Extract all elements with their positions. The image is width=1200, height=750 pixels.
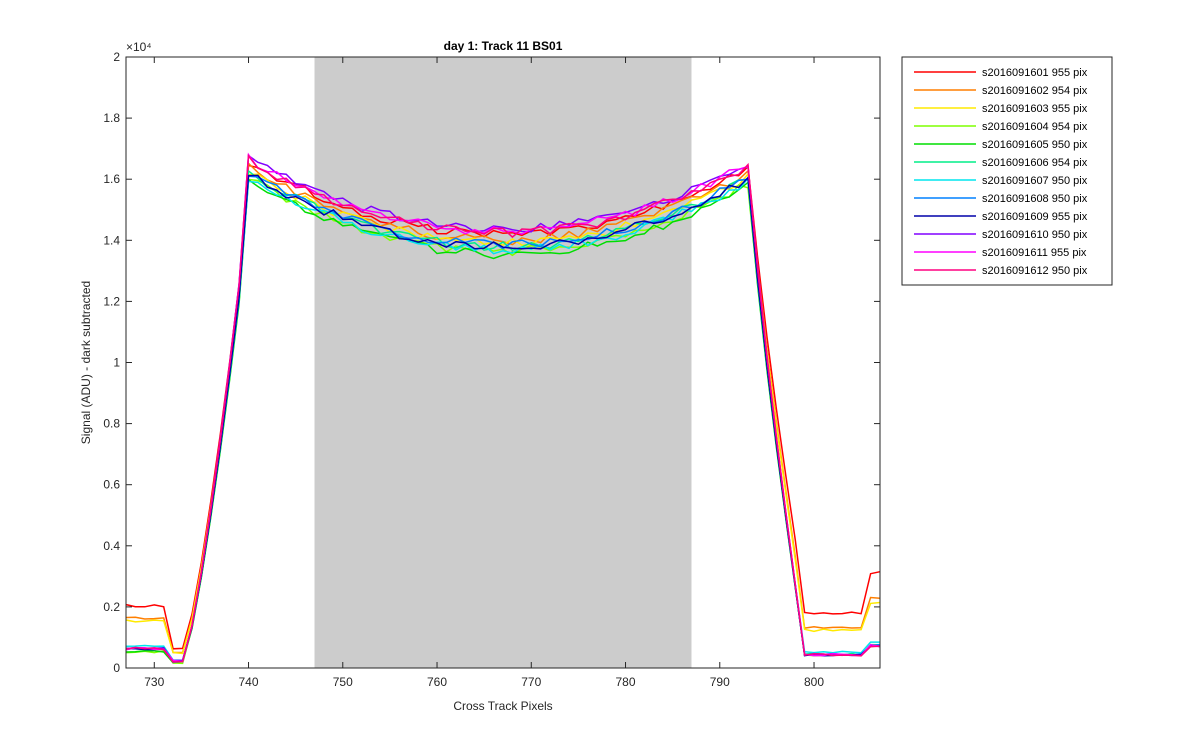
x-tick-label: 790 [710, 675, 730, 689]
series-line-12 [125, 153, 881, 663]
chart-title: day 1: Track 11 BS01 [444, 39, 563, 53]
legend-entry: s2016091608 950 pix [982, 193, 1088, 205]
x-tick-label: 800 [804, 675, 824, 689]
y-tick-label: 2 [113, 50, 120, 64]
y-tick-label: 0.6 [103, 478, 120, 492]
x-axis-label: Cross Track Pixels [453, 699, 552, 713]
x-tick-label: 780 [616, 675, 636, 689]
legend: s2016091601 955 pix s2016091602 954 pix s2… [901, 56, 1113, 286]
x-tick-label: 740 [239, 675, 259, 689]
shaded-region [314, 57, 692, 668]
y-tick-label: 1.2 [103, 294, 120, 308]
legend-entry: s2016091604 954 pix [982, 121, 1088, 133]
x-tick-label: 770 [521, 675, 541, 689]
legend-entry: s2016091603 955 pix [982, 103, 1088, 115]
legend-box [901, 56, 1113, 286]
legend-entry: s2016091601 955 pix [982, 67, 1088, 79]
series-layer [125, 152, 881, 665]
y-tick-label: 0 [113, 661, 120, 675]
x-tick-label: 760 [427, 675, 447, 689]
legend-entry: s2016091609 955 pix [982, 211, 1088, 223]
legend-entry: s2016091605 950 pix [982, 139, 1088, 151]
y-tick-label: 1 [113, 356, 120, 370]
legend-entry: s2016091611 955 pix [982, 247, 1087, 259]
y-axis: 0 0.2 0.4 0.6 0.8 1 1.2 1.4 1.6 1.8 2 [103, 50, 880, 675]
x-axis: 730 740 750 760 770 780 790 800 [144, 57, 824, 689]
x-tick-label: 730 [144, 675, 164, 689]
y-axis-label: Signal (ADU) - dark subtracted [79, 281, 93, 444]
x-tick-label: 750 [333, 675, 353, 689]
legend-entry: s2016091612 950 pix [982, 265, 1088, 277]
y-tick-label: 0.4 [103, 539, 120, 553]
y-tick-label: 0.8 [103, 417, 120, 431]
legend-entry: s2016091606 954 pix [982, 157, 1088, 169]
y-tick-label: 1.8 [103, 111, 120, 125]
y-tick-label: 1.6 [103, 172, 120, 186]
y-axis-exponent: ×10⁴ [126, 40, 152, 54]
legend-entry: s2016091607 950 pix [982, 175, 1088, 187]
legend-entry: s2016091602 954 pix [982, 85, 1088, 97]
y-tick-label: 0.2 [103, 600, 120, 614]
series-line-9 [125, 174, 881, 663]
legend-entry: s2016091610 950 pix [982, 229, 1088, 241]
y-tick-label: 1.4 [103, 233, 120, 247]
